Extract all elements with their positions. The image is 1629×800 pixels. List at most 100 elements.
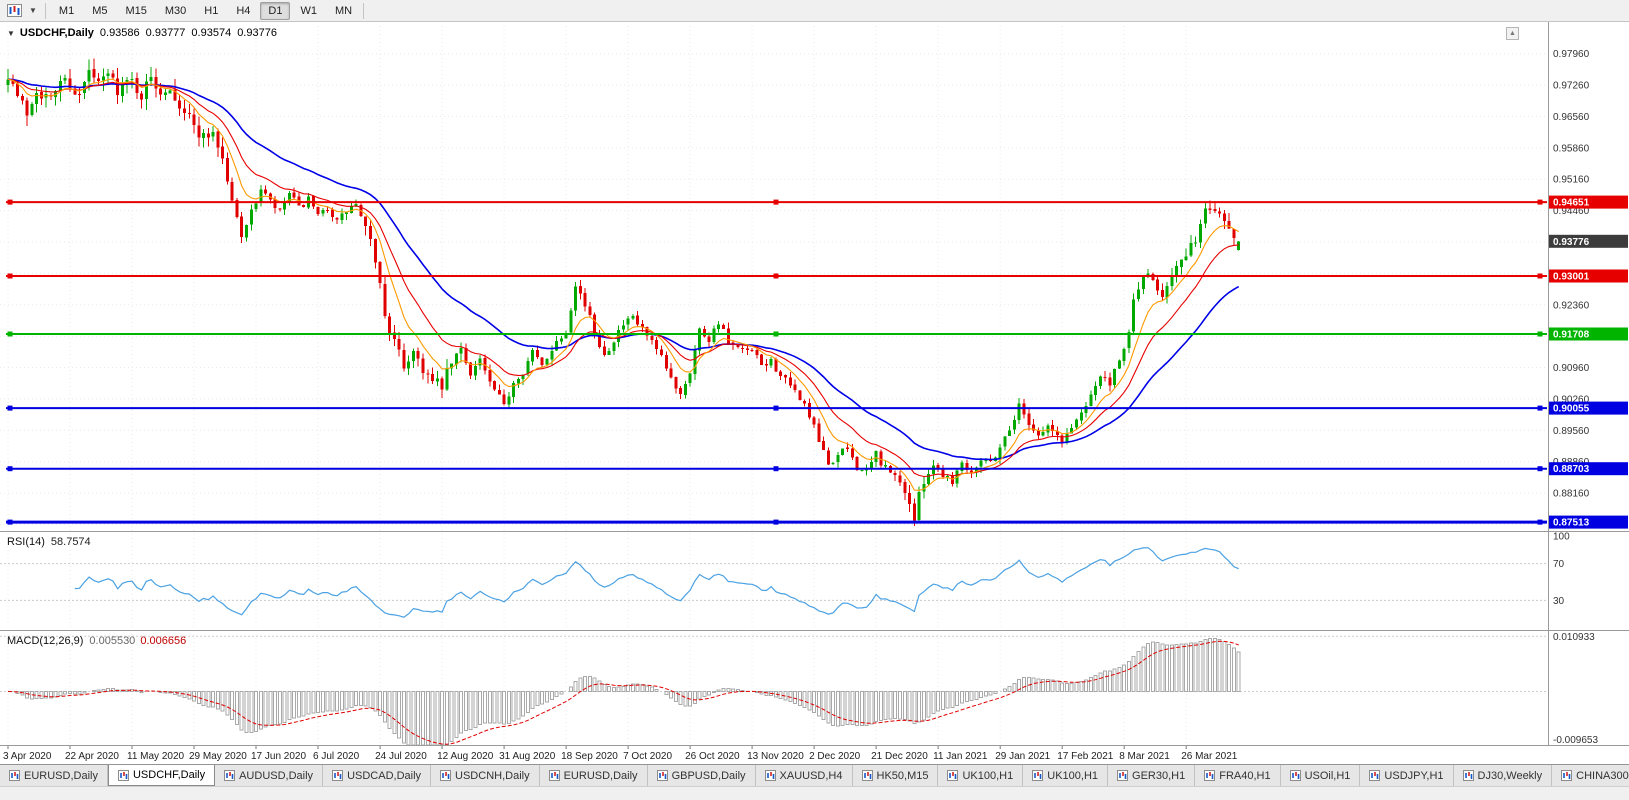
price-tick-label: 0.94460 — [1553, 206, 1590, 217]
line-handle[interactable] — [773, 199, 779, 205]
candle-body — [941, 469, 945, 477]
timeframe-button-d1[interactable]: D1 — [260, 1, 291, 20]
line-handle[interactable] — [773, 466, 779, 472]
chart-tab-eurusd-daily[interactable]: EURUSD,Daily — [0, 765, 108, 786]
chart-tab-dj30-weekly[interactable]: DJ30,Weekly — [1453, 765, 1553, 786]
timeframe-button-w1[interactable]: W1 — [300, 4, 317, 17]
chart-tab-china300-h1[interactable]: CHINA300,H1 — [1552, 765, 1629, 786]
chart-tab-gbpusd-daily[interactable]: GBPUSD,Daily — [647, 765, 756, 786]
chart-tab-usdchf-daily[interactable]: USDCHF,Daily — [107, 765, 216, 786]
macd-bar — [525, 691, 530, 714]
chart-tab-ger30-h1[interactable]: GER30,H1 — [1108, 765, 1196, 786]
chart-periods-icon[interactable] — [4, 2, 25, 20]
chart-tab-usdjpy-h1[interactable]: USDJPY,H1 — [1360, 765, 1454, 786]
candle-body — [68, 78, 72, 89]
macd-bar — [878, 691, 883, 721]
timeframe-button-m5[interactable]: M5 — [92, 4, 108, 17]
chart-tab-icon — [1561, 770, 1573, 781]
macd-bar — [616, 686, 621, 693]
chart-tab-usdcad-daily[interactable]: USDCAD,Daily — [323, 765, 432, 786]
candle-body — [464, 347, 468, 363]
macd-bar — [874, 691, 879, 722]
line-handle[interactable] — [7, 405, 13, 411]
macd-bar — [1126, 661, 1131, 693]
line-handle[interactable] — [7, 331, 13, 337]
macd-bar — [1193, 642, 1198, 692]
chart-tab-usoil-h1[interactable]: USOil,H1 — [1280, 765, 1361, 786]
line-handle[interactable] — [7, 466, 13, 472]
timeframe-button-mn[interactable]: MN — [334, 4, 353, 17]
date-label: 11 Jan 2021 — [933, 751, 988, 762]
candle-body — [636, 315, 640, 325]
line-handle[interactable] — [7, 199, 13, 205]
candle-body — [640, 323, 644, 328]
timeframe-button-m30[interactable]: M30 — [164, 4, 187, 17]
candle-body — [230, 181, 234, 201]
chart-tab-usdcnh-daily[interactable]: USDCNH,Daily — [431, 765, 540, 786]
toolbar-separator — [363, 2, 365, 19]
candle-body — [321, 209, 325, 214]
line-handle[interactable] — [1537, 331, 1543, 337]
macd-bar — [974, 691, 979, 700]
macd-bar — [1231, 647, 1236, 693]
timeframe-button-h1[interactable]: H1 — [204, 4, 219, 17]
chart-tab-uk100-h1[interactable]: UK100,H1 — [1023, 765, 1109, 786]
chart-tab-icon — [9, 770, 20, 781]
line-handle[interactable] — [1537, 519, 1543, 525]
price-tag — [1549, 401, 1628, 415]
macd-bar — [1017, 678, 1022, 693]
candle-body — [1103, 377, 1107, 378]
candle-body — [1175, 266, 1179, 276]
chart-scroll-marker-icon[interactable]: ▲ — [1506, 27, 1519, 40]
macd-bar — [359, 691, 363, 706]
line-handle[interactable] — [773, 331, 779, 337]
macd-bar — [1227, 644, 1232, 693]
candle-body — [908, 492, 911, 504]
macd-bar — [110, 687, 115, 692]
line-handle[interactable] — [1537, 199, 1543, 205]
line-handle[interactable] — [1537, 405, 1543, 411]
chart-tab-fra40-h1[interactable]: FRA40,H1 — [1195, 765, 1281, 786]
macd-bar — [988, 691, 993, 696]
candle-body — [755, 350, 759, 356]
chart-tab-hk50-m15[interactable]: HK50,M15 — [852, 765, 939, 786]
line-handle[interactable] — [773, 405, 779, 411]
chart-tab-label: USDCNH,Daily — [455, 769, 530, 782]
candle-body — [531, 350, 535, 362]
timeframe-button-h4[interactable]: H4 — [236, 4, 251, 17]
candle-body — [92, 69, 96, 78]
macd-bar — [1174, 644, 1179, 692]
chart-tab-label: UK100,H1 — [1047, 769, 1099, 782]
chart-tab-audusd-daily[interactable]: AUDUSD,Daily — [215, 765, 324, 786]
macd-bar — [106, 688, 111, 692]
date-label: 31 Aug 2020 — [499, 751, 556, 762]
line-handle[interactable] — [7, 273, 13, 279]
candle-body — [469, 362, 473, 376]
line-handle[interactable] — [1537, 466, 1543, 472]
candle-body — [741, 347, 745, 349]
chart-tab-uk100-h1[interactable]: UK100,H1 — [938, 765, 1024, 786]
line-handle[interactable] — [773, 273, 779, 279]
candle-body — [1127, 331, 1131, 349]
timeframe-button-m15[interactable]: M15 — [125, 4, 147, 17]
macd-bar — [1088, 677, 1093, 693]
chart-open-value: 0.93586 — [99, 27, 140, 39]
candle-body — [970, 470, 973, 473]
candle-body — [35, 92, 39, 105]
timeframe-button-m1[interactable]: M1 — [58, 4, 75, 17]
candle-body — [97, 78, 101, 81]
line-handle[interactable] — [773, 519, 779, 525]
chart-tab-eurusd-daily[interactable]: EURUSD,Daily — [539, 765, 648, 786]
candle-body — [211, 131, 215, 137]
chart-tab-xauusd-h4[interactable]: XAUUSD,H4 — [755, 765, 853, 786]
candle-body — [259, 189, 263, 203]
macd-bar — [559, 691, 564, 695]
date-label: 11 May 2020 — [127, 751, 185, 762]
line-handle[interactable] — [1537, 273, 1543, 279]
chart-periods-dropdown-icon[interactable]: ▼ — [29, 6, 37, 15]
macd-bar — [902, 691, 907, 721]
candle-body — [245, 224, 248, 238]
macd-bar — [764, 691, 769, 696]
one-click-trading-collapse-icon[interactable]: ▼ — [7, 28, 15, 38]
line-handle[interactable] — [7, 519, 13, 525]
